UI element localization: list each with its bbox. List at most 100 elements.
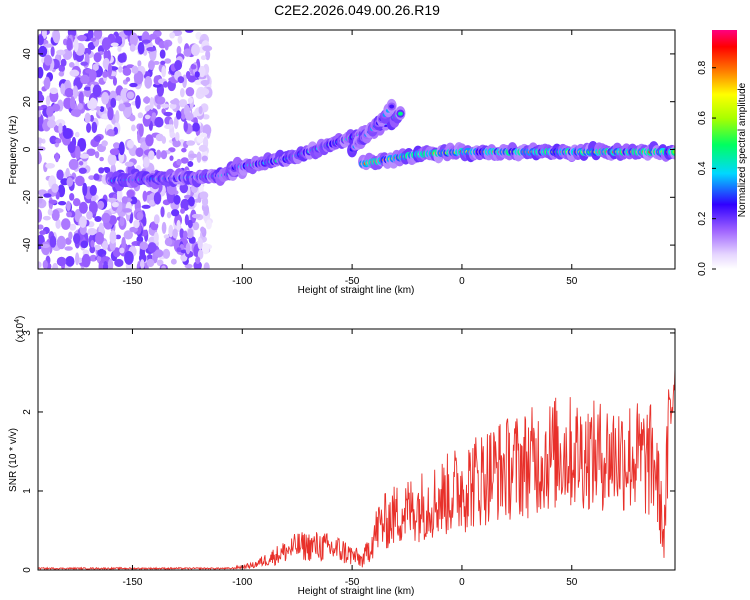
heatmap-cell (160, 150, 168, 160)
heatmap-cell (133, 219, 140, 229)
heatmap-cell (145, 134, 154, 147)
heatmap-cell (69, 96, 76, 110)
snr-xtick-label: -150 (122, 577, 142, 588)
heatmap-cell (67, 141, 76, 154)
heatmap-cell (52, 262, 59, 269)
heatmap-cell (129, 32, 138, 47)
snr-multiplier: (x104) (14, 316, 26, 343)
heatmap-cell (126, 91, 135, 100)
heatmap-cell (141, 204, 151, 209)
heatmap-cell (104, 167, 111, 174)
heatmap-cell (47, 208, 53, 216)
heatmap-cell (92, 84, 102, 98)
snr-xtick-label: -100 (232, 577, 252, 588)
heatmap-cell (86, 122, 92, 133)
heatmap-cell (38, 150, 41, 164)
heatmap-cell (179, 87, 185, 98)
heatmap-cell (153, 231, 159, 244)
heatmap-cell (161, 136, 167, 144)
heatmap-cell (90, 97, 98, 109)
heatmap-cell (140, 259, 145, 269)
heatmap-cell (149, 199, 155, 206)
heatmap-cell (42, 215, 51, 221)
heatmap-cell (88, 175, 95, 180)
snr-ytick-label: 2 (22, 409, 33, 415)
heatmap-cell (149, 96, 154, 110)
heatmap-cell (73, 233, 81, 245)
heatmap-cell (159, 49, 166, 59)
heatmap-cell (182, 230, 188, 240)
heatmap-cell (197, 249, 204, 260)
heatmap-cell (174, 60, 183, 71)
heatmap-cell (58, 122, 63, 134)
colorbar-label: Normalized spectral amplitude (737, 82, 748, 217)
heatmap-cell (192, 221, 200, 231)
heatmap-cell (38, 106, 44, 111)
heatmap-cell (172, 140, 181, 148)
heatmap-cell (46, 105, 54, 117)
heatmap-cell (49, 87, 58, 95)
heatmap-cell (115, 234, 121, 240)
heatmap-cell (154, 249, 164, 258)
heatmap-cell (80, 240, 89, 249)
heatmap-cell (73, 38, 79, 53)
spectrogram-ytick-label: 20 (22, 96, 33, 108)
heatmap-cell (48, 199, 58, 205)
heatmap-cell (200, 79, 210, 86)
heatmap-cell (115, 36, 123, 43)
spectrogram-xtick-label: -100 (232, 276, 252, 287)
heatmap-cell (196, 151, 202, 163)
heatmap-cell (147, 242, 157, 253)
heatmap-cell (169, 131, 176, 139)
heatmap-cell (43, 43, 54, 48)
heatmap-cell (89, 254, 98, 262)
heatmap-cell (93, 135, 102, 142)
heatmap-cell (169, 32, 176, 39)
heatmap-cell (205, 219, 212, 230)
heatmap-cell (185, 112, 194, 121)
heatmap-cell (199, 87, 210, 96)
heatmap-cell (56, 235, 67, 250)
spectrogram-ticks: -150 -100 -50 0 50 -40 -20 0 20 40 (22, 30, 675, 287)
heatmap-cell (187, 161, 194, 168)
heatmap-cell (38, 66, 44, 79)
heatmap-cell (107, 258, 114, 269)
heatmap-cell (107, 63, 113, 77)
heatmap-cell (197, 237, 203, 250)
spectrogram-xtick-label: 50 (566, 276, 578, 287)
heatmap-cell (38, 261, 42, 269)
heatmap-cell (98, 167, 105, 174)
heatmap-cell (180, 157, 189, 164)
heatmap-cell (38, 34, 44, 46)
heatmap-cell (131, 65, 139, 74)
heatmap-cell (118, 141, 125, 156)
heatmap-cell (164, 124, 173, 130)
heatmap-cell (99, 106, 105, 113)
heatmap-cell (191, 213, 201, 219)
heatmap-cell (175, 110, 182, 120)
heatmap-cell (153, 191, 162, 205)
heatmap-cell (173, 194, 181, 205)
heatmap-cell (119, 247, 125, 254)
heatmap-cell (40, 243, 50, 249)
heatmap-cell (102, 57, 110, 70)
heatmap-cell (93, 52, 102, 63)
heatmap-cell (199, 191, 209, 200)
heatmap-cell (125, 77, 131, 82)
heatmap-cell (107, 106, 114, 121)
spectrogram-ytick-label: 40 (22, 48, 33, 60)
heatmap-cell (118, 103, 126, 112)
snr-series-line (38, 367, 675, 570)
heatmap-cell (203, 262, 210, 269)
heatmap-cell (170, 258, 177, 265)
heatmap-cell (144, 114, 151, 120)
heatmap-cell (78, 167, 87, 174)
heatmap-cell (164, 41, 169, 51)
heatmap-cell (169, 155, 174, 161)
heatmap-cell (162, 81, 169, 88)
heatmap-cell (188, 153, 198, 159)
heatmap-cell (43, 76, 51, 90)
heatmap-cell (117, 46, 122, 52)
heatmap-cell (173, 116, 179, 129)
heatmap-cell (131, 124, 136, 132)
